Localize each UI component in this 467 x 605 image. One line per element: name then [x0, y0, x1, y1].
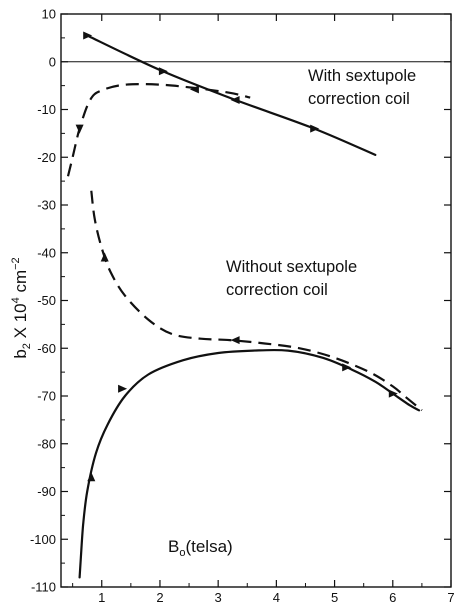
direction-arrow-marker: [100, 252, 109, 262]
y-tick-label: -10: [37, 102, 56, 117]
series-line-2: [66, 83, 251, 177]
direction-arrow-marker: [189, 85, 199, 94]
x-tick-label: 1: [98, 590, 105, 605]
series-line-3: [90, 190, 423, 412]
annotation-with-line2: correction coil: [308, 90, 410, 108]
direction-arrow-marker: [230, 96, 240, 104]
y-tick-label: -30: [37, 198, 56, 213]
x-axis-label: Bo(telsa): [168, 537, 233, 559]
direction-arrow-marker: [310, 124, 320, 133]
annotation-without-line2: correction coil: [226, 281, 328, 299]
y-tick-label: -90: [37, 484, 56, 499]
x-tick-label: 6: [389, 590, 396, 605]
y-tick-label: 0: [49, 54, 56, 69]
direction-arrow-marker: [158, 67, 168, 76]
x-tick-label: 4: [273, 590, 280, 605]
y-tick-label: -20: [37, 150, 56, 165]
x-tick-label: 7: [447, 590, 454, 605]
y-tick-label: -110: [31, 580, 56, 595]
direction-arrow-marker: [230, 336, 240, 345]
x-tick-label: 2: [156, 590, 163, 605]
y-tick-label: -50: [37, 293, 56, 308]
y-axis-label: b2 X 104 cm−2: [10, 257, 33, 358]
y-tick-label: -60: [37, 341, 56, 356]
axes-layer: 10 0 -10 -20 -30 -40 -50 -60 -70 -80 -90 -100 -110 1 2…: [30, 7, 455, 605]
annotation-without-line1: Without sextupole: [226, 258, 357, 276]
x-tick-label: 3: [215, 590, 222, 605]
x-tick-label: 5: [331, 590, 338, 605]
annotation-with-line1: With sextupole: [308, 67, 416, 85]
y-tick-label: -40: [37, 245, 56, 260]
y-tick-label: -100: [30, 532, 56, 547]
direction-arrow-marker: [87, 472, 96, 482]
direction-arrow-marker: [118, 384, 128, 393]
y-tick-label: -70: [37, 389, 56, 404]
marker-layer: [75, 31, 398, 482]
series-layer: [66, 34, 423, 579]
y-tick-label: 10: [42, 7, 56, 22]
direction-arrow-marker: [75, 124, 84, 134]
direction-arrow-marker: [83, 31, 93, 40]
direction-arrow-marker: [342, 363, 352, 372]
direction-arrow-marker: [388, 389, 398, 398]
series-line-4: [78, 348, 421, 579]
y-tick-label: -80: [37, 436, 56, 451]
